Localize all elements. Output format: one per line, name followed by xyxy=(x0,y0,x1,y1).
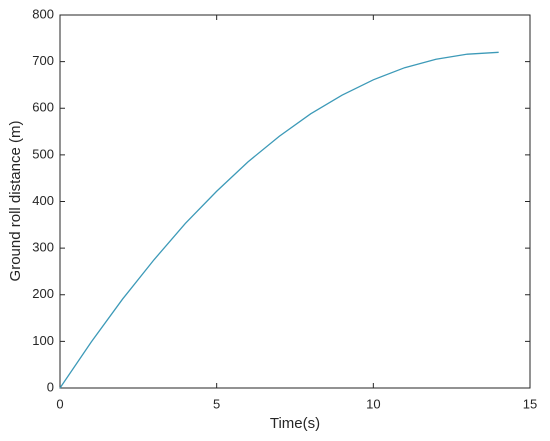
y-axis-label: Ground roll distance (m) xyxy=(7,121,24,282)
x-tick-label: 10 xyxy=(366,396,380,411)
x-tick-label: 15 xyxy=(523,396,537,411)
data-line xyxy=(59,51,499,389)
y-tick-label: 400 xyxy=(32,193,54,208)
y-tick-label: 300 xyxy=(32,240,54,255)
y-tick-label: 200 xyxy=(32,286,54,301)
plot-box xyxy=(59,14,531,389)
y-tick-label: 700 xyxy=(32,53,54,68)
x-tick-label: 5 xyxy=(213,396,220,411)
y-tick-label: 600 xyxy=(32,100,54,115)
y-tick-label: 100 xyxy=(32,333,54,348)
y-tick-label: 800 xyxy=(32,6,54,21)
x-axis-label: Time(s) xyxy=(270,415,320,432)
y-tick-label: 500 xyxy=(32,146,54,161)
x-tick-label: 0 xyxy=(56,396,63,411)
y-tick-label: 0 xyxy=(47,379,54,394)
